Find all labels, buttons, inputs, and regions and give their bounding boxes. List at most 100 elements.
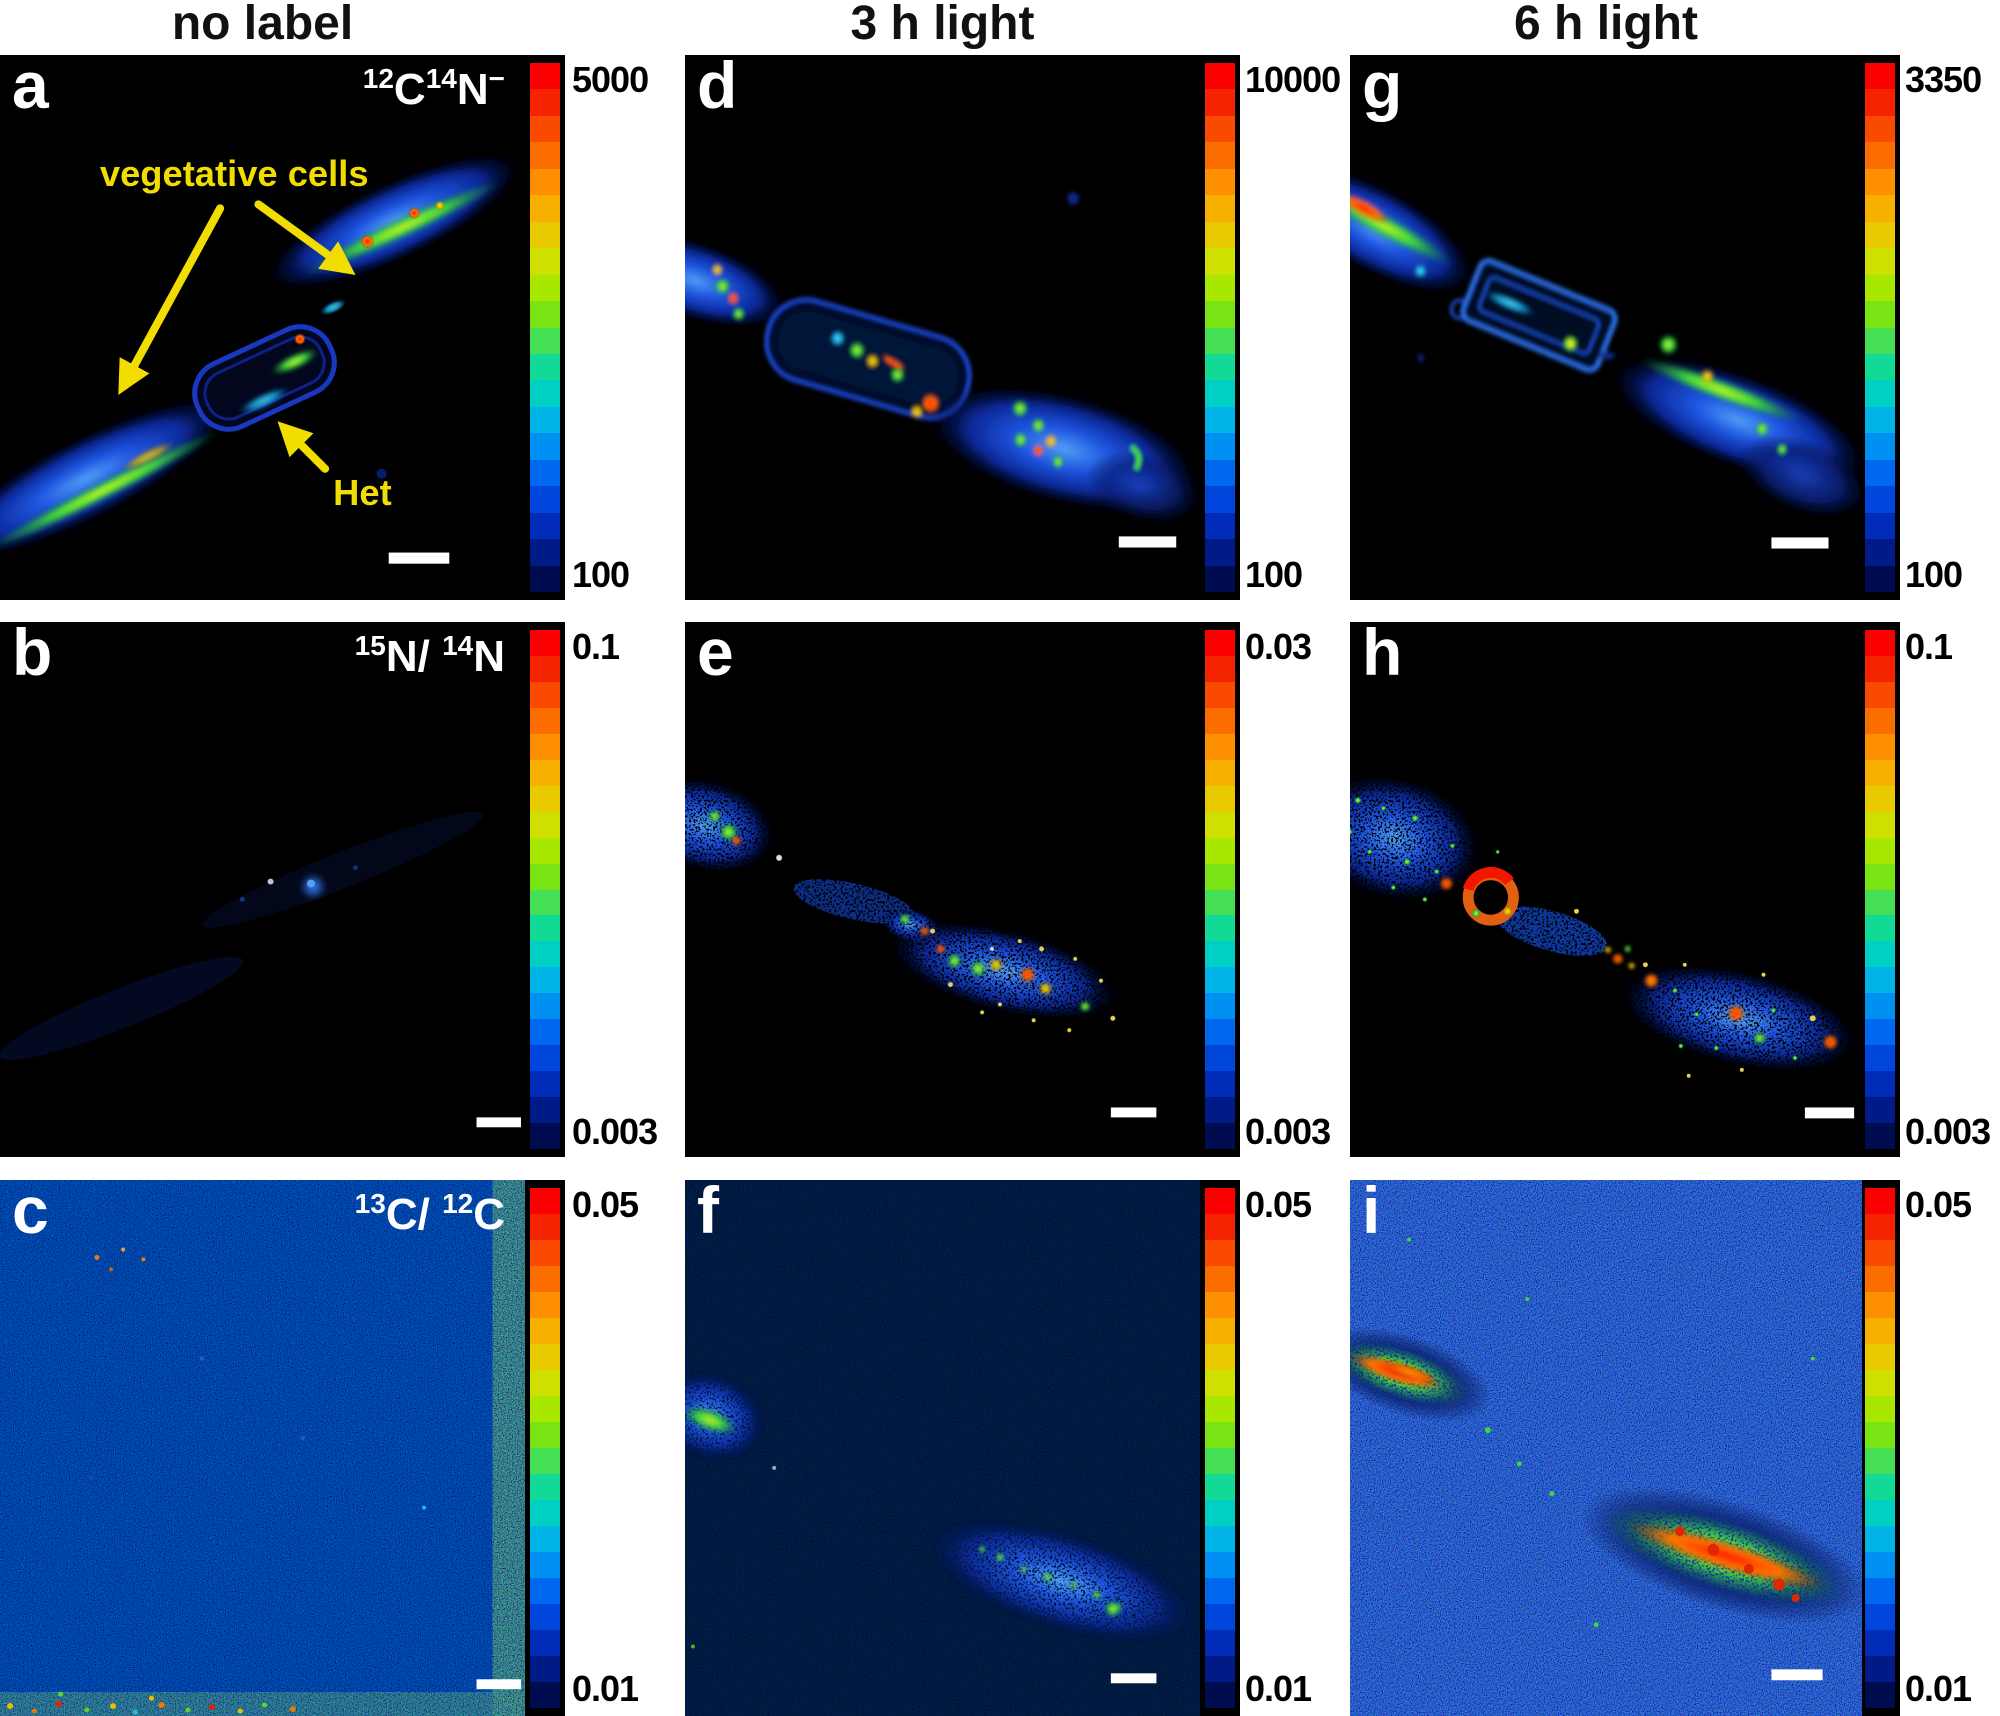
colorbar-segment: [1865, 221, 1895, 249]
colorbar-segment: [530, 1019, 560, 1046]
scale-bar: [1804, 1107, 1855, 1119]
panel-f-image: [685, 1180, 1200, 1716]
colorbar-segment: [530, 89, 560, 116]
colorbar-segment: [1865, 1214, 1895, 1240]
colorbar-segment: [530, 1097, 560, 1124]
colorbar-segment: [1205, 1214, 1235, 1240]
colorbar-segment: [1865, 1604, 1895, 1630]
panel-h-clusters: [1350, 774, 1857, 1078]
panel-h-colorbar-max-value: 0.1: [1905, 626, 1953, 667]
colorbar-segment: [1205, 486, 1235, 513]
colorbar-segment: [1205, 733, 1235, 760]
panel-i-letter: i: [1362, 1180, 1381, 1247]
panel-g-image: [1350, 55, 1862, 600]
panel-d-colorbar-min-value: 100: [1245, 554, 1303, 595]
panel-g-colorbar-min-value: 100: [1905, 554, 1963, 595]
colorbar-segment: [1865, 889, 1895, 916]
colorbar-segment: [1205, 1448, 1235, 1474]
colorbar-segment: [530, 1266, 560, 1292]
colorbar-segment: [1205, 967, 1235, 994]
colorbar-segment: [530, 459, 560, 487]
colorbar-segment: [1205, 459, 1235, 487]
colorbar-segment: [1865, 1370, 1895, 1396]
panel-e: e: [685, 622, 1240, 1157]
colorbar-segment: [530, 406, 560, 434]
colorbar-segment: [1865, 512, 1895, 540]
colorbar-segment: [1865, 1071, 1895, 1098]
colorbar-segment: [1205, 863, 1235, 890]
colorbar-segment: [1865, 63, 1895, 90]
colorbar-segment: [1865, 1500, 1895, 1526]
colorbar-segment: [1865, 1396, 1895, 1422]
colorbar-segment: [1865, 967, 1895, 994]
colorbar-segment: [1205, 1097, 1235, 1124]
panel-h-letter: h: [1362, 622, 1403, 689]
panel-c-signal-label: 13C/ 12C: [354, 1188, 505, 1239]
colorbar-segment: [530, 630, 560, 656]
colorbar-segment: [530, 733, 560, 760]
colorbar-segment: [1865, 539, 1895, 566]
colorbar-segment: [530, 1240, 560, 1266]
colorbar-segment: [1205, 406, 1235, 434]
colorbar-segment: [1205, 1500, 1235, 1526]
colorbar-segment: [1205, 1474, 1235, 1500]
colorbar-segment: [530, 1188, 560, 1214]
scale-bar: [1110, 1673, 1157, 1684]
panel-e-image: [685, 622, 1200, 1157]
colorbar-segment: [1205, 565, 1235, 593]
colorbar-segment: [1205, 655, 1235, 682]
colorbar-segment: [530, 486, 560, 513]
colorbar-segment: [1865, 1552, 1895, 1578]
colorbar-segment: [1205, 380, 1235, 407]
panel-d-cells: [685, 192, 1200, 525]
panel-e-colorbar-max-value: 0.03: [1245, 626, 1312, 667]
column-header-no-label: no label: [171, 0, 354, 50]
colorbar-segment: [530, 655, 560, 682]
panel-i-colorbar-min-value: 0.01: [1905, 1668, 1972, 1709]
colorbar-segment: [1205, 993, 1235, 1020]
panel-a-colorbar: [530, 63, 560, 593]
panel-c-colorbar-min-value: 0.01: [572, 1668, 639, 1709]
colorbar-segment: [1865, 168, 1895, 196]
colorbar-segment: [1865, 327, 1895, 354]
colorbar-segment: [530, 837, 560, 864]
panel-d-colorbar-max-value: 10000: [1245, 59, 1341, 100]
panel-b-image: [0, 622, 525, 1157]
colorbar-segment: [1865, 301, 1895, 328]
colorbar-segment: [530, 1656, 560, 1682]
colorbar-segment: [1865, 1318, 1895, 1344]
colorbar-segment: [530, 539, 560, 566]
colorbar-segment: [1205, 327, 1235, 354]
colorbar-segment: [1205, 1344, 1235, 1370]
colorbar-segment: [530, 915, 560, 942]
colorbar-segment: [530, 301, 560, 328]
colorbar-segment: [530, 1630, 560, 1656]
panel-c-colorbar-max-value: 0.05: [572, 1184, 639, 1225]
colorbar-segment: [1865, 1422, 1895, 1448]
colorbar-segment: [1205, 168, 1235, 196]
het-arrow: [277, 421, 330, 473]
panel-c: c 13C/ 12C: [0, 1180, 565, 1716]
panel-h-heterocyst-ring: [1462, 866, 1519, 926]
colorbar-segment: [530, 1214, 560, 1240]
panel-c-colorbar: [530, 1188, 560, 1708]
colorbar-segment: [1205, 512, 1235, 540]
scale-bar: [476, 1679, 521, 1690]
colorbar-segment: [1205, 1370, 1235, 1396]
scale-bar: [388, 552, 450, 564]
panel-i: i: [1350, 1180, 1900, 1716]
colorbar-segment: [530, 433, 560, 460]
panel-e-colorbar: [1205, 630, 1235, 1150]
panel-a-colorbar-min-value: 100: [572, 554, 630, 595]
colorbar-segment: [1865, 380, 1895, 407]
vegetative-arrow-right: [254, 200, 356, 275]
panel-b-colorbar-min-value: 0.003: [572, 1111, 658, 1152]
colorbar-segment: [1205, 941, 1235, 968]
colorbar-segment: [530, 1474, 560, 1500]
colorbar-segment: [1865, 1526, 1895, 1552]
scale-bar: [1118, 536, 1177, 548]
colorbar-segment: [1865, 1045, 1895, 1072]
panel-f-blobs: [685, 1370, 1197, 1649]
panel-h: h: [1350, 622, 1900, 1157]
scale-bar: [1771, 537, 1829, 549]
